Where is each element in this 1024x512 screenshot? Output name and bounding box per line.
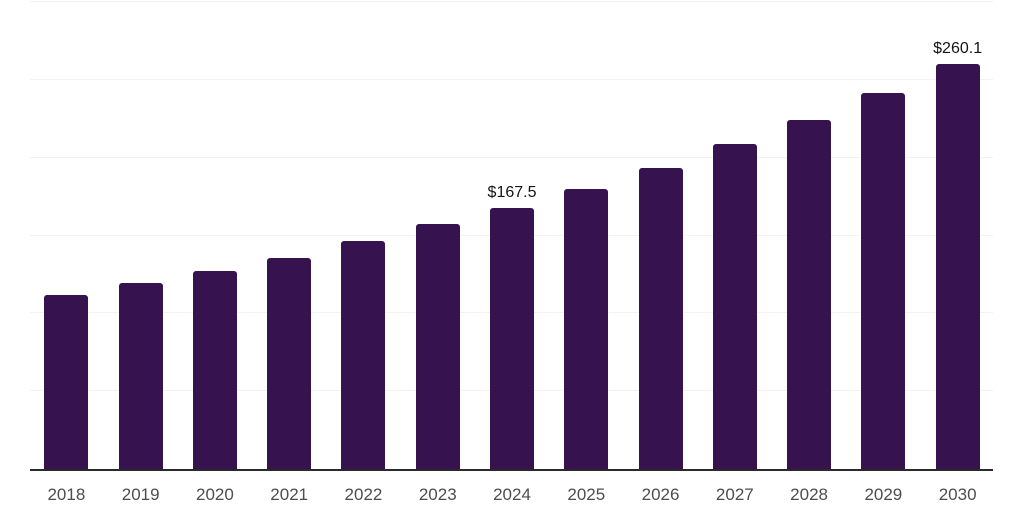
bar-value-label-2024: $167.5 <box>487 184 537 202</box>
x-tick-2029: 2029 <box>864 485 903 504</box>
x-tick-2020: 2020 <box>196 485 234 504</box>
bar-2023[interactable] <box>415 224 460 469</box>
bar-2024[interactable] <box>490 208 535 469</box>
x-tick-2023: 2023 <box>418 485 457 504</box>
bar-2020[interactable] <box>192 271 237 469</box>
x-tick-2021: 2021 <box>270 485 309 504</box>
bar-2025[interactable] <box>564 188 609 469</box>
x-axis-line <box>30 469 993 471</box>
x-tick-2025: 2025 <box>567 485 606 504</box>
x-tick-2024: 2024 <box>493 485 531 504</box>
bar-2021[interactable] <box>267 257 312 469</box>
x-tick-2027: 2027 <box>715 485 754 504</box>
gridline-250 <box>30 78 993 80</box>
gridline-200 <box>30 156 993 158</box>
bar-2029[interactable] <box>861 93 906 469</box>
bar-2019[interactable] <box>118 283 163 469</box>
x-tick-2026: 2026 <box>641 485 680 504</box>
bar-2027[interactable] <box>712 144 757 469</box>
x-tick-2019: 2019 <box>121 485 160 504</box>
x-tick-2028: 2028 <box>790 485 829 504</box>
bar-2026[interactable] <box>638 167 683 469</box>
bar-value-label-2030: $260.1 <box>933 40 983 58</box>
x-axis-labels: 2018 2019 2020 2021 2022 2023 2024 2025 2026 2027… <box>30 485 993 506</box>
x-tick-2018: 2018 <box>47 485 86 504</box>
bar-2028[interactable] <box>787 120 832 469</box>
gridline-300 <box>30 1 993 2</box>
plot-area: $167.5 $260.1 <box>30 0 993 471</box>
x-tick-2030: 2030 <box>938 485 977 504</box>
bar-2030[interactable] <box>935 64 980 469</box>
bar-2022[interactable] <box>341 241 386 469</box>
x-tick-2022: 2022 <box>344 485 383 504</box>
bar-2018[interactable] <box>44 295 89 469</box>
